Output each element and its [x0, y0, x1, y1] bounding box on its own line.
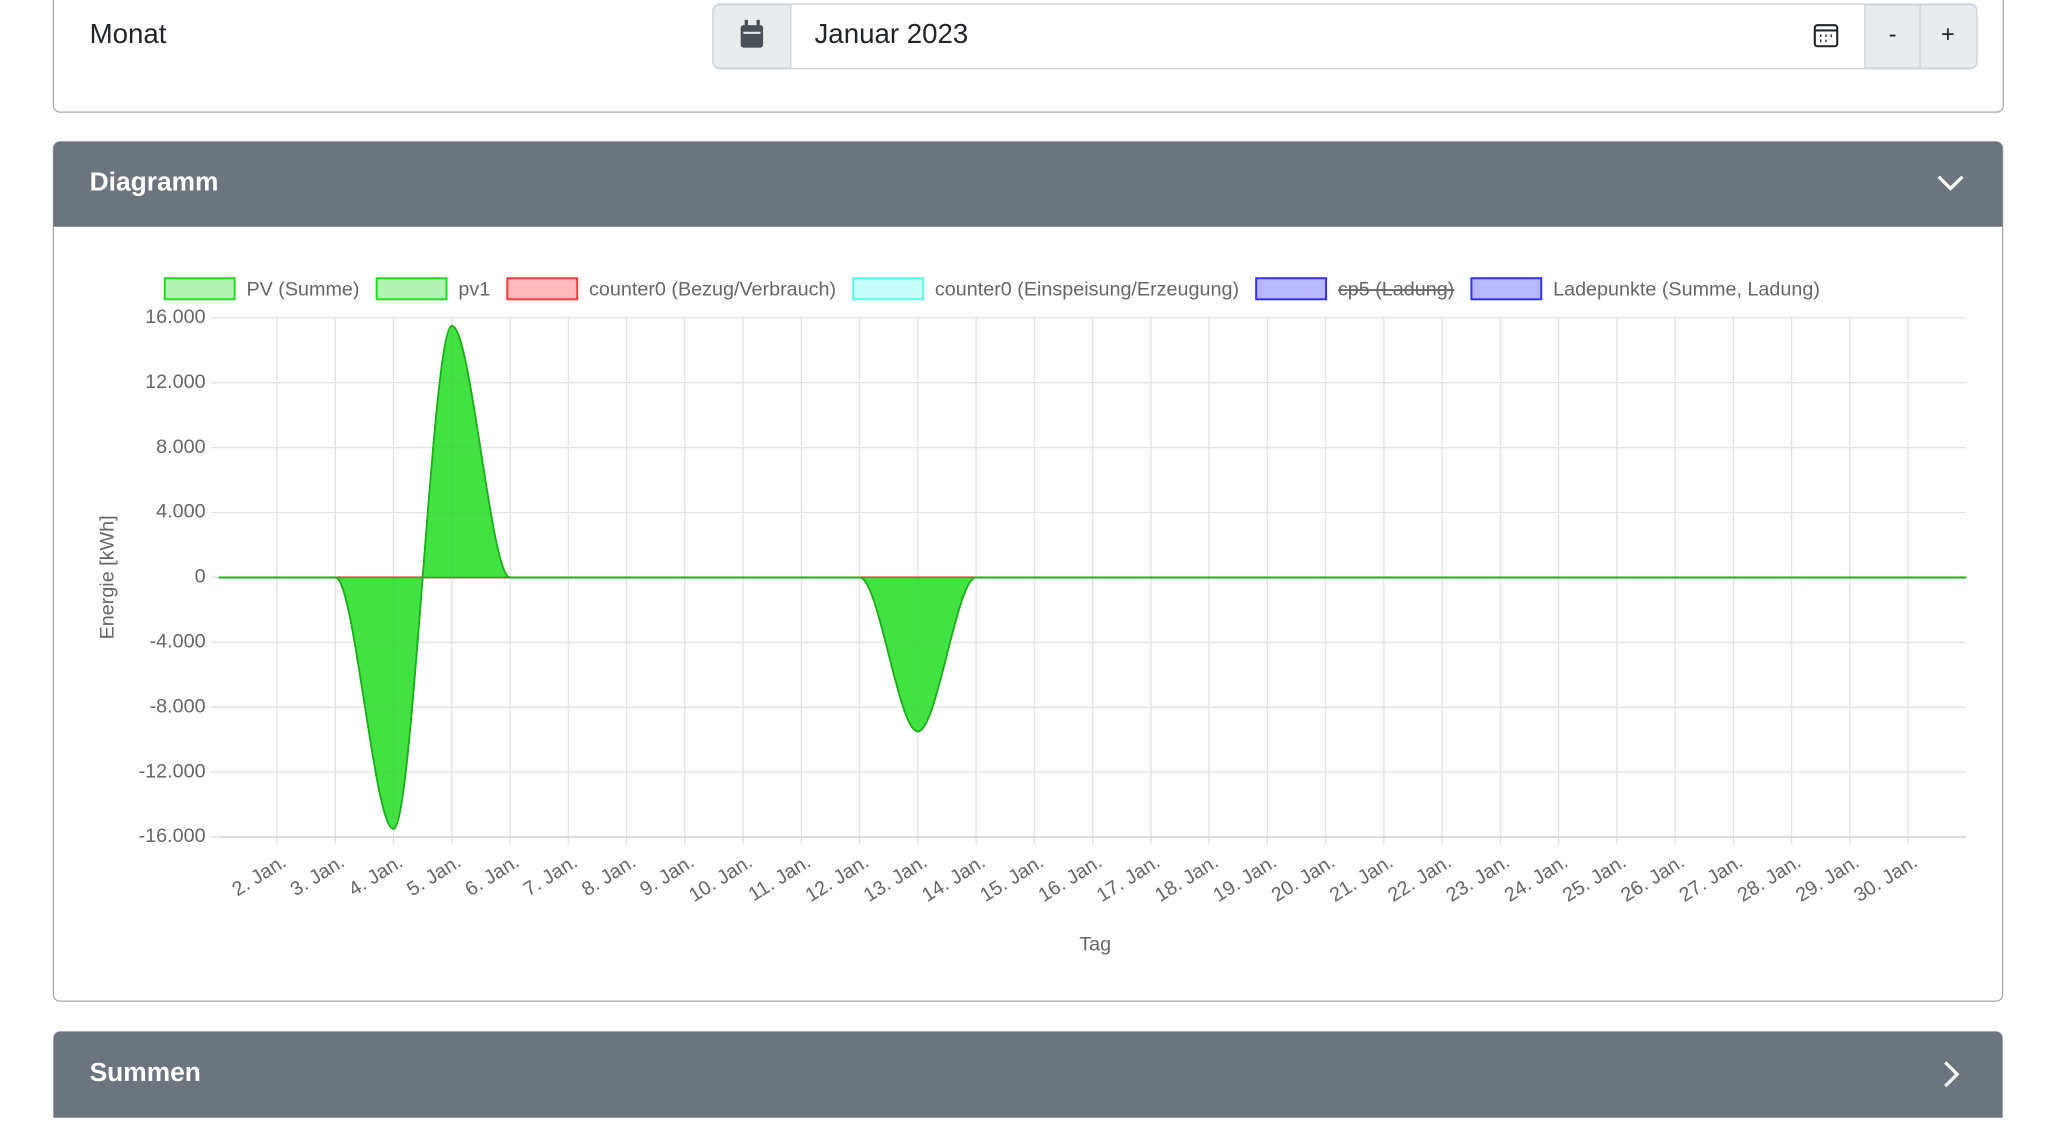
plus-label[interactable]: +: [1941, 22, 1955, 48]
legend-swatch: [506, 277, 579, 301]
legend-label[interactable]: Ladepunkte (Summe, Ladung): [1553, 278, 1820, 300]
y-tick-label: -12.000: [139, 760, 206, 782]
series-area: [218, 325, 1967, 829]
y-axis-title: Energie [kWh]: [96, 515, 118, 639]
y-tick-label: -16.000: [139, 825, 206, 847]
calendar-picker-icon[interactable]: [1813, 24, 1839, 48]
sums-card-title[interactable]: Summen: [90, 1057, 201, 1087]
plus-button[interactable]: [1919, 4, 1978, 69]
y-tick-label: 12.000: [145, 371, 205, 393]
minus-label[interactable]: -: [1889, 22, 1897, 48]
y-tick-label: 8.000: [156, 436, 205, 458]
chart-card-title[interactable]: Diagramm: [90, 166, 219, 196]
calendar-icon: [740, 19, 764, 48]
legend-swatch: [1470, 277, 1543, 301]
y-tick-label: 0: [195, 566, 206, 588]
month-value[interactable]: Januar 2023: [814, 18, 968, 49]
month-label: Monat: [90, 18, 167, 49]
legend-swatch: [1255, 277, 1328, 301]
legend-label[interactable]: counter0 (Bezug/Verbrauch): [589, 278, 836, 300]
legend-label[interactable]: counter0 (Einspeisung/Erzeugung): [935, 278, 1239, 300]
chart-card-header[interactable]: [53, 141, 2003, 227]
sums-card-header[interactable]: [53, 1031, 2003, 1118]
expand-chevron[interactable]: [1944, 1061, 1960, 1088]
y-tick-label: 4.000: [156, 501, 205, 523]
legend-swatch: [163, 277, 236, 301]
y-tick-label: 16.000: [145, 306, 205, 328]
collapse-chevron[interactable]: [1937, 175, 1964, 191]
legend-label[interactable]: pv1: [458, 278, 490, 300]
legend-swatch: [375, 277, 448, 301]
minus-button[interactable]: [1864, 4, 1921, 69]
x-axis-title: Tag: [1079, 933, 1111, 955]
series-line: [218, 325, 1967, 830]
legend-swatch: [852, 277, 925, 301]
legend-label[interactable]: PV (Summe): [246, 278, 359, 300]
y-tick-label: -8.000: [150, 695, 206, 717]
y-tick-label: -4.000: [150, 631, 206, 653]
